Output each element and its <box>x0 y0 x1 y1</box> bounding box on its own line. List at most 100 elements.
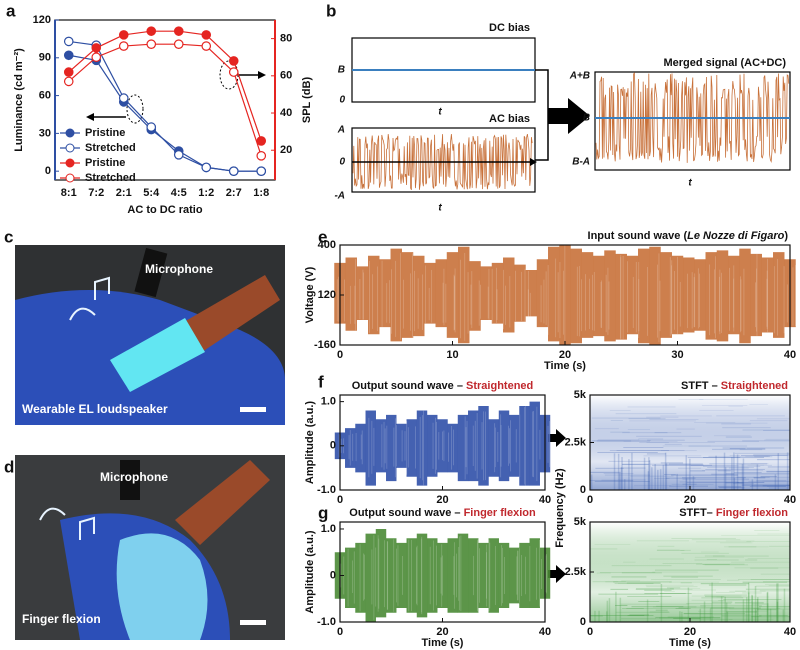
marker <box>91 43 102 53</box>
annotations <box>86 60 266 124</box>
y-tick-label: 0 <box>45 165 51 177</box>
time-label: t <box>438 107 442 118</box>
ellipse <box>126 94 144 124</box>
x-tick-label: 4:5 <box>171 187 187 199</box>
marker <box>63 50 74 61</box>
legend-marker <box>65 143 75 153</box>
level-label: 0 <box>339 157 345 168</box>
y-tick-label: -1.0 <box>317 484 336 496</box>
panel-label: f <box>318 372 324 391</box>
x-tick-label: 7:2 <box>88 187 104 199</box>
x-tick-label: 0 <box>337 494 343 506</box>
x-axis-label: Time (s) <box>669 637 711 649</box>
arrow-head <box>258 71 266 79</box>
y-tick-label: 0 <box>330 569 336 581</box>
level-label: B <box>338 65 345 76</box>
x-axis-label: Time (s) <box>422 637 464 649</box>
title-highlight: Straightened <box>721 380 788 392</box>
level-label: B <box>583 113 590 124</box>
x-axis-label: AC to DC ratio <box>127 204 202 216</box>
level-label: -A <box>334 191 345 202</box>
merged-box <box>594 71 791 171</box>
ac-waveform <box>352 134 533 191</box>
y2-tick-label: 80 <box>280 33 292 45</box>
marker <box>256 136 267 146</box>
level-label: A+B <box>569 71 590 82</box>
series-line <box>68 43 262 157</box>
photo-label: Microphone <box>100 470 168 484</box>
y-tick-label: 30 <box>39 127 51 139</box>
y2-tick-label: 20 <box>280 144 292 156</box>
marker <box>173 39 184 49</box>
microphone <box>134 247 168 298</box>
y-axis-label: Amplitude (a.u.) <box>304 401 316 484</box>
arrow <box>548 429 566 447</box>
legend-marker <box>65 158 75 168</box>
title-highlight: Finger flexion <box>716 507 788 519</box>
marker <box>118 41 129 51</box>
x-tick-label: 40 <box>784 626 796 638</box>
marker <box>63 67 74 77</box>
time-label: t <box>438 203 442 214</box>
panel-label: a <box>6 1 16 20</box>
x-tick-label: 2:1 <box>116 187 132 199</box>
x-tick-label: 20 <box>559 349 571 361</box>
x-tick-label: 20 <box>684 494 696 506</box>
noise <box>595 72 790 163</box>
x-tick-label: 40 <box>539 494 551 506</box>
marker <box>146 122 157 132</box>
x-tick-label: 30 <box>671 349 683 361</box>
y2-axis-label: SPL (dB) <box>301 77 313 124</box>
y2-tick-label: 40 <box>280 107 292 119</box>
el-device <box>110 318 205 392</box>
marker <box>228 56 239 66</box>
marker <box>63 76 74 87</box>
y-tick-label: 0 <box>580 484 586 496</box>
y-tick-label: -1.0 <box>317 616 336 628</box>
marker <box>173 150 184 160</box>
legend-marker <box>65 128 75 138</box>
title-part: Output sound wave – <box>352 380 463 392</box>
chart-title: Input sound wave (Le Nozze di Figaro) <box>588 230 789 242</box>
marker <box>146 26 157 36</box>
marker <box>228 67 239 77</box>
title-part: STFT – <box>681 380 718 392</box>
marker <box>173 26 184 36</box>
marker <box>146 39 157 49</box>
merged-waveform <box>595 72 790 163</box>
level-label: 0 <box>339 95 345 106</box>
spectrogram-texture <box>590 522 790 622</box>
y-tick-label: 90 <box>39 52 51 64</box>
arrow-head <box>86 113 94 121</box>
y-tick-label: 2.5k <box>565 436 587 448</box>
marker <box>201 162 212 173</box>
legend-label: Pristine <box>85 157 125 169</box>
y-tick-label: 60 <box>39 89 51 101</box>
chart-title: STFT – Straightened <box>681 380 788 392</box>
x-tick-label: 40 <box>784 349 796 361</box>
time-label: t <box>688 178 692 189</box>
y-tick-label: 120 <box>318 289 336 301</box>
copper-strip <box>170 275 280 360</box>
copper-strip <box>175 460 270 545</box>
marker <box>201 30 212 40</box>
y-tick-label: 0 <box>580 616 586 628</box>
marker <box>63 36 74 47</box>
x-tick-label: 5:4 <box>143 187 160 199</box>
y-tick-label: 2.5k <box>565 566 587 578</box>
title-italic: Le Nozze di Figaro <box>687 230 784 242</box>
title-part: ) <box>784 230 788 242</box>
marker <box>118 93 129 103</box>
y-tick-label: 120 <box>33 14 51 26</box>
title-part: Input sound wave ( <box>588 230 688 242</box>
schematic: DC bias B 0 t AC bias A 0 -A t Merged si… <box>334 22 791 214</box>
x-tick-label: 10 <box>446 349 458 361</box>
x-tick-label: 1:2 <box>198 187 214 199</box>
y-axis-label: Luminance (cd m⁻²) <box>13 48 25 152</box>
legend-label: Pristine <box>85 127 125 139</box>
photo-caption: Finger flexion <box>22 612 101 626</box>
panel-label: e <box>318 227 327 246</box>
x-axis-label: Time (s) <box>544 360 586 372</box>
y-axis-label: Amplitude (a.u.) <box>304 530 316 613</box>
photo-label: Microphone <box>145 262 213 276</box>
